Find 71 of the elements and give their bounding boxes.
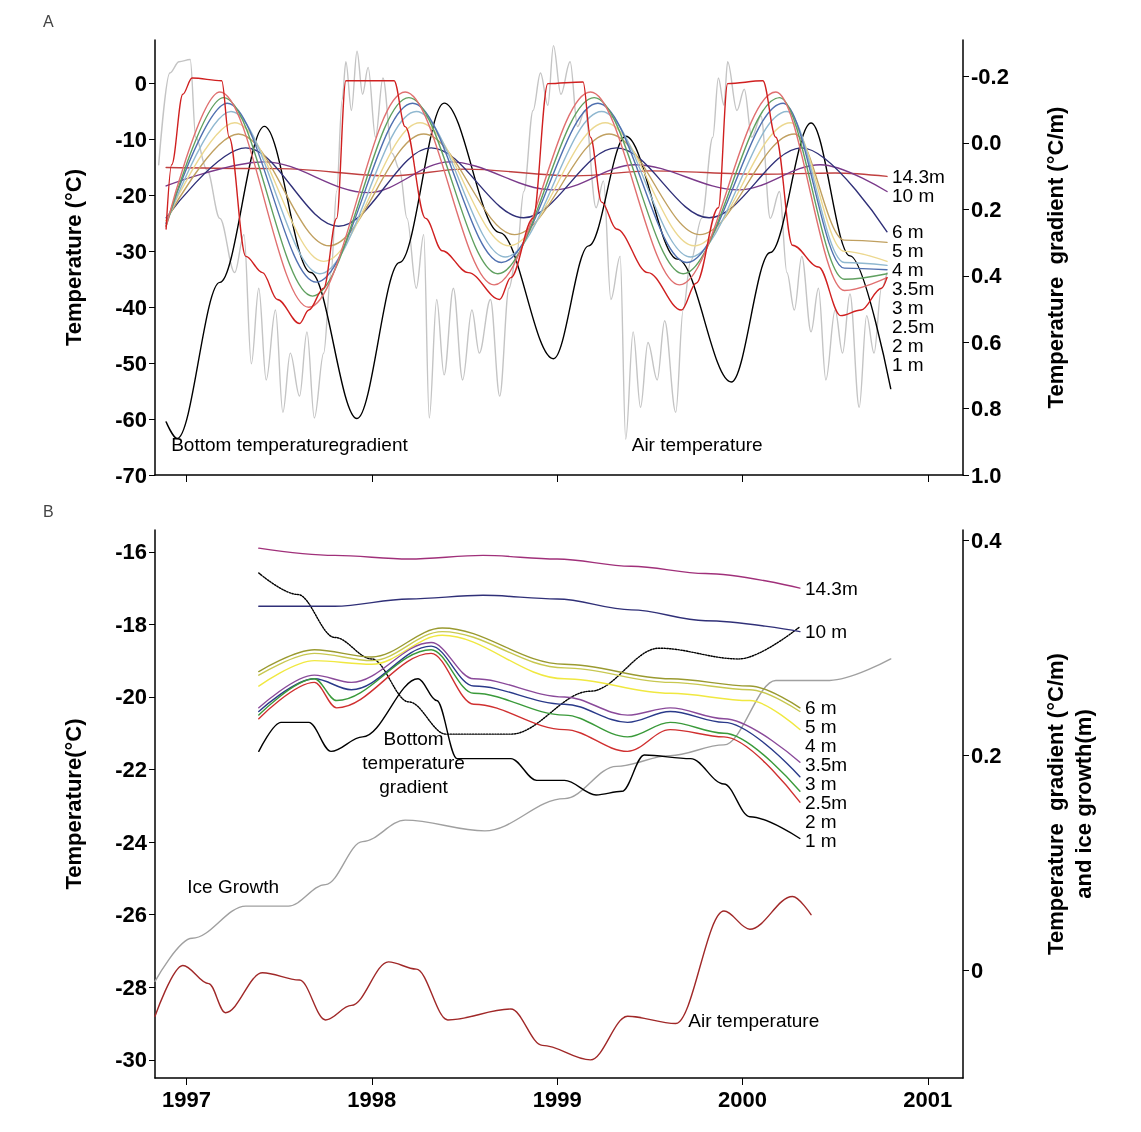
y2-axis-title: Temperature gradient (°C/m) (1042, 106, 1068, 409)
y-tick-label: 0 (134, 71, 147, 97)
series-label: 3.5m (804, 754, 848, 776)
y-tick-label: -24 (115, 829, 148, 855)
line-series (154, 658, 892, 982)
x-tick-label: 1999 (532, 1086, 582, 1112)
y-tick-label: -28 (115, 974, 147, 1000)
series-label: 14.3m (804, 577, 858, 599)
y2-tick-label: 0.4 (971, 263, 1003, 289)
y-tick-label: -22 (115, 757, 147, 783)
y2-axis-title: Temperature gradient (°C/m) and ice growth(m) (1042, 653, 1096, 955)
line-series (258, 547, 801, 589)
series-label: 5 m (804, 716, 837, 738)
line-series (165, 166, 888, 178)
annotation: Air temperature (631, 434, 763, 456)
y-tick-label: -16 (115, 539, 147, 565)
line-series (165, 161, 888, 194)
y2-tick-label: 1.0 (971, 462, 1002, 488)
series-label: 3 m (804, 773, 837, 795)
text: 2.5m (892, 316, 935, 338)
y2-tick-label: 0.6 (971, 329, 1002, 355)
y-tick-label: -30 (115, 238, 147, 264)
series-label: 6 m (892, 221, 924, 243)
y-tick-label: -10 (115, 127, 147, 153)
y-tick-label: -30 (115, 1047, 147, 1073)
y2-tick-label: 0.4 (971, 528, 1003, 554)
series-label: 2.5m (804, 792, 848, 814)
y2-tick-label: 0.8 (971, 396, 1002, 422)
annotation: Air temperature (688, 1009, 820, 1031)
y-axis-title: Temperature(°C) (60, 718, 86, 890)
x-tick-label: 1997 (162, 1086, 211, 1112)
x-tick-label: 2001 (903, 1086, 953, 1112)
series-label: 2 m (804, 811, 837, 833)
x-tick-label: 1998 (347, 1086, 397, 1112)
y-tick-label: -60 (115, 406, 147, 432)
y-tick-label: -70 (115, 462, 147, 488)
y-tick-label: -50 (115, 350, 147, 376)
series-label: 3 m (892, 297, 924, 319)
line-series (158, 44, 888, 440)
chart-title: B (43, 502, 54, 520)
x-tick-label: 2000 (717, 1086, 767, 1112)
text: 2 m (892, 335, 924, 357)
y-tick-label: -18 (115, 611, 147, 637)
series-label: 6 m (804, 697, 837, 719)
y2-tick-label: 0.2 (971, 743, 1002, 769)
line-series (258, 634, 801, 731)
series-label: 5 m (892, 240, 924, 262)
series-label: 10 m (804, 621, 848, 643)
series-label: 1 m (804, 830, 837, 852)
line-series (165, 147, 888, 233)
line-series (165, 102, 892, 440)
y-tick-label: -20 (115, 182, 147, 208)
y2-tick-label: 0.2 (971, 196, 1002, 222)
series-label: 4 m (892, 259, 924, 281)
y2-tick-label: 0.0 (971, 130, 1002, 156)
y-axis-title: Temperature (°C) (60, 168, 86, 347)
series-label: 3.5m (892, 278, 935, 300)
y-tick-label: -26 (115, 902, 147, 928)
series-label: 10 m (892, 184, 935, 206)
series-label: 4 m (804, 735, 837, 757)
y-tick-label: -20 (115, 684, 147, 710)
annotation: Ice Growth (187, 875, 280, 897)
annotation: Bottom temperature gradient (362, 728, 465, 798)
line-series (258, 594, 801, 633)
text: 1 m (892, 354, 924, 376)
y-tick-label: -40 (115, 294, 147, 320)
y2-tick-label: 0 (971, 958, 984, 984)
chart-title: A (43, 12, 54, 30)
y2-tick-label: -0.2 (971, 64, 1009, 90)
annotation: Bottom temperaturegradient (171, 434, 409, 456)
series-label: 14.3m (892, 165, 945, 187)
